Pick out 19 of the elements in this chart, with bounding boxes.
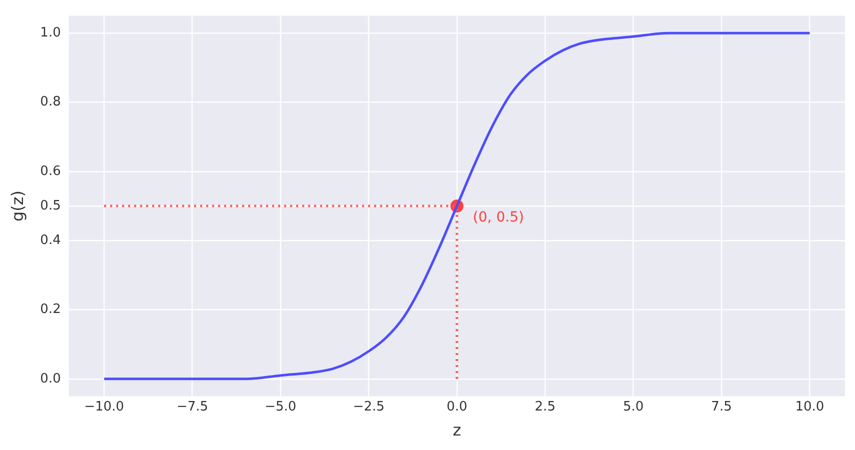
x-tick-label: 10.0 xyxy=(795,399,824,414)
x-tick-label: 7.5 xyxy=(711,399,732,414)
y-tick-label: 0.0 xyxy=(40,371,61,386)
y-tick-label: 0.4 xyxy=(40,232,61,248)
x-tick-label: −5.0 xyxy=(264,399,296,414)
y-tick-label: 0.8 xyxy=(40,94,61,110)
x-tick-label: 5.0 xyxy=(622,399,644,414)
y-tick-label: 0.5 xyxy=(40,198,61,214)
x-tick-label: 0.0 xyxy=(446,399,468,414)
y-axis-title: g(z) xyxy=(8,190,27,222)
x-tick-label: −10.0 xyxy=(84,399,124,414)
x-tick-label: 2.5 xyxy=(534,399,556,414)
x-tick-label: −2.5 xyxy=(352,399,385,414)
annotation: (0, 0.5) xyxy=(472,210,524,226)
x-tick-label: −7.5 xyxy=(176,399,208,414)
y-tick-label: 1.0 xyxy=(40,25,61,40)
x-axis-title: z xyxy=(452,420,462,440)
y-tick-label: 0.6 xyxy=(40,164,61,179)
y-tick-label: 0.2 xyxy=(40,302,61,318)
